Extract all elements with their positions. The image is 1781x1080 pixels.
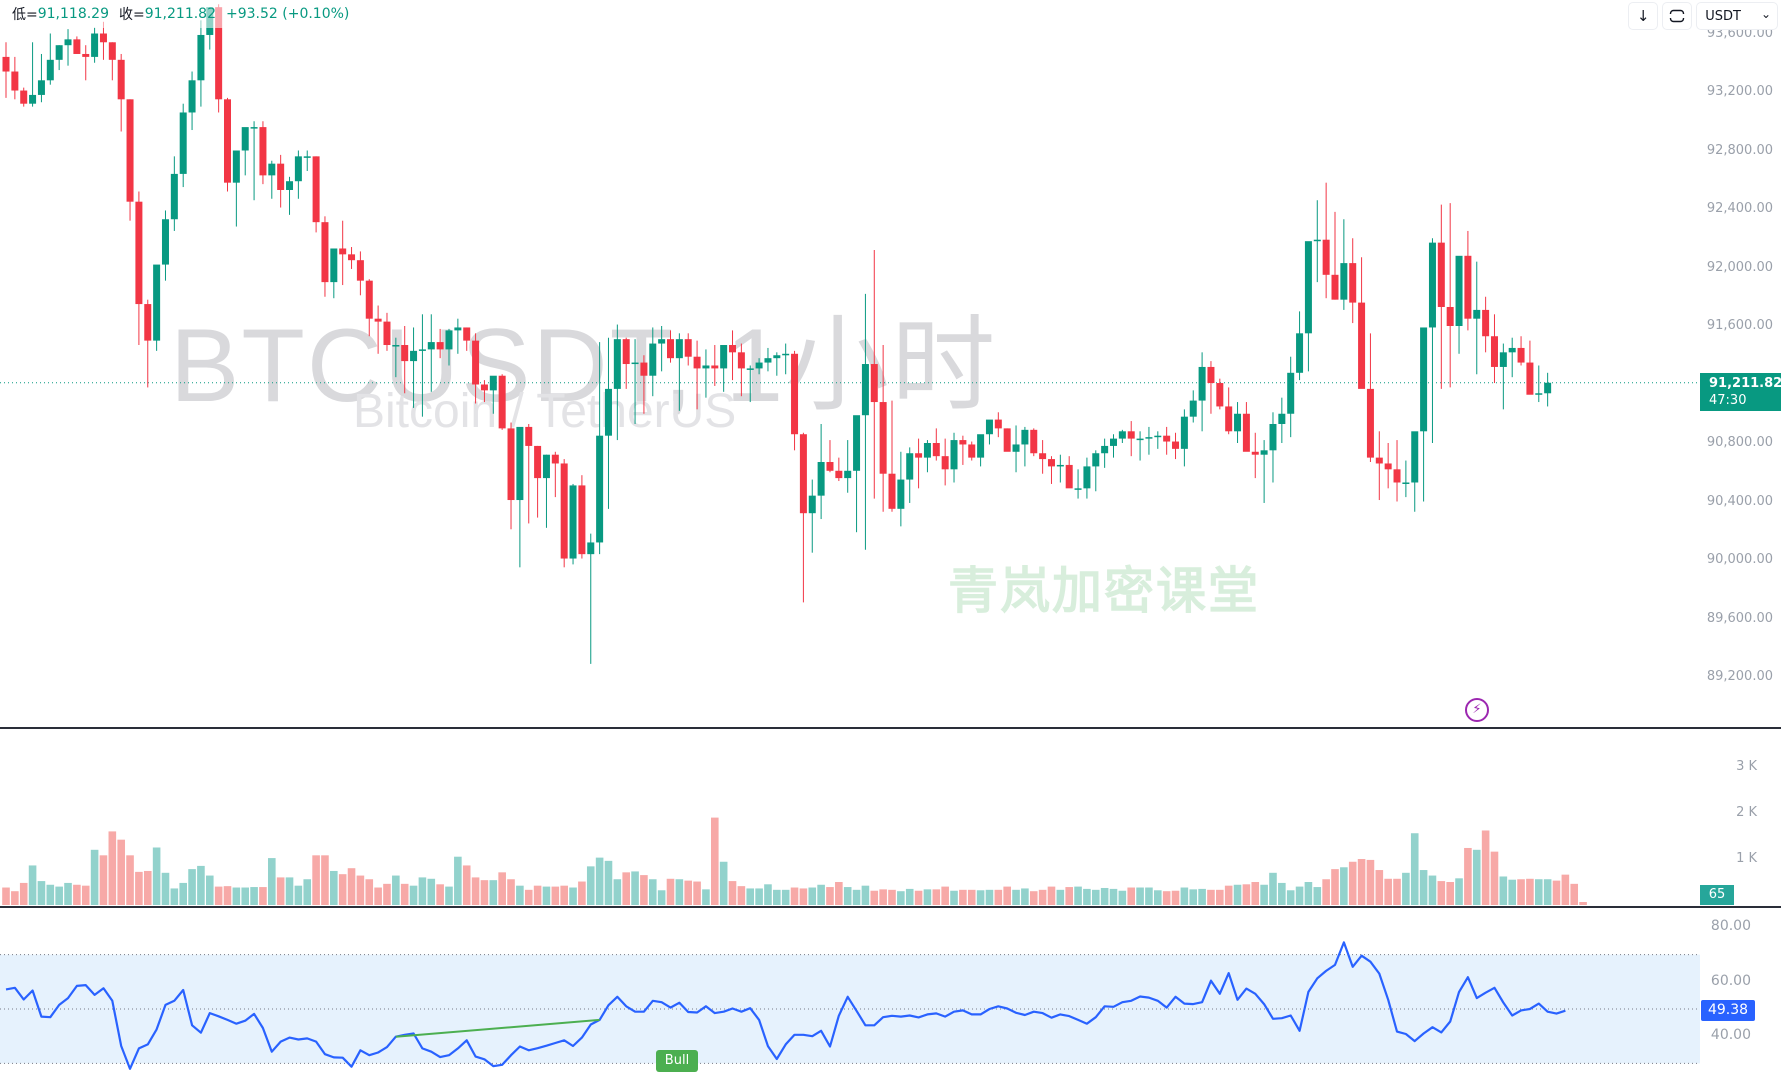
- volume-tick: 3 K: [1736, 759, 1757, 774]
- currency-select[interactable]: USDT ⌄: [1697, 3, 1777, 29]
- price-tick: 91,600.00: [1706, 318, 1773, 333]
- last-price-value: 91,211.82: [1709, 376, 1781, 391]
- fullscreen-icon: [1669, 9, 1686, 23]
- pane-divider[interactable]: [0, 727, 1781, 729]
- rsi-tick: 60.00: [1710, 972, 1751, 989]
- ohlc-legend: 低= 91,118.29 收= 91,211.82 +93.52 (+0.10%): [0, 0, 354, 28]
- price-tick: 93,200.00: [1706, 84, 1773, 99]
- rsi-value-tag: 49.38: [1701, 1000, 1755, 1021]
- volume-value-tag: 65: [1700, 885, 1734, 905]
- candlestick-chart[interactable]: [0, 0, 1781, 727]
- rsi-pane[interactable]: 80.00 60.00 40.00: [0, 908, 1781, 1080]
- scroll-to-latest-button[interactable]: ↓: [1629, 3, 1658, 29]
- change-value: +93.52 (+0.10%): [226, 6, 350, 22]
- price-tick: 90,000.00: [1706, 552, 1773, 567]
- volume-tick: 1 K: [1736, 851, 1757, 866]
- watermark-channel: 青岚加密课堂: [948, 562, 1260, 620]
- price-tick: 92,800.00: [1706, 142, 1773, 158]
- price-tick: 89,600.00: [1706, 610, 1773, 626]
- price-tick: 90,800.00: [1706, 435, 1773, 450]
- rsi-tick: 40.00: [1710, 1027, 1751, 1044]
- volume-pane[interactable]: 3 K 2 K 1 K: [0, 728, 1781, 906]
- bar-countdown: 47:30: [1709, 393, 1747, 408]
- low-label: 低=: [12, 7, 38, 23]
- price-tick: 93,600.00: [1706, 25, 1773, 41]
- close-value: 91,211.82: [144, 6, 216, 22]
- watermark-description: Bitcoin / TetherUS: [353, 385, 737, 438]
- price-tick: 90,400.00: [1706, 493, 1773, 509]
- price-pane[interactable]: BTCUSDT, 1小时 Bitcoin / TetherUS 青岚加密课堂 9…: [0, 0, 1781, 727]
- price-tick: 89,200.00: [1706, 669, 1773, 684]
- last-price-tag: 91,211.82 47:30: [1700, 373, 1781, 411]
- lightning-icon[interactable]: ⚡: [1465, 698, 1489, 722]
- fullscreen-button[interactable]: [1663, 3, 1692, 29]
- close-label: 收=: [119, 7, 145, 23]
- price-tick: 92,000.00: [1706, 259, 1773, 275]
- bullish-divergence-label: Bull: [656, 1050, 698, 1072]
- rsi-tick: 80.00: [1710, 918, 1751, 935]
- pane-divider[interactable]: [0, 906, 1781, 908]
- watermark-symbol: BTCUSDT, 1小时: [170, 308, 998, 424]
- chevron-down-icon: ⌄: [1760, 7, 1771, 21]
- low-value: 91,118.29: [37, 6, 109, 22]
- arrow-down-icon: ↓: [1636, 7, 1650, 25]
- chart-toolbar: ↓ USDT ⌄: [1629, 3, 1777, 29]
- volume-histogram: [2, 817, 1587, 905]
- rsi-line-chart: [0, 941, 1700, 1070]
- currency-select-value: USDT: [1705, 8, 1741, 24]
- volume-tick: 2 K: [1736, 805, 1757, 820]
- price-tick: 92,400.00: [1706, 201, 1773, 216]
